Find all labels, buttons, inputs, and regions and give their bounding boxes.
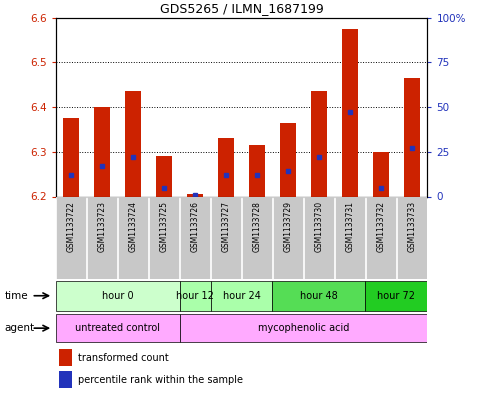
- Bar: [187, 194, 203, 196]
- Text: hour 12: hour 12: [176, 291, 214, 301]
- Bar: [366, 196, 396, 279]
- Text: GSM1133724: GSM1133724: [128, 200, 138, 252]
- Text: time: time: [5, 291, 28, 301]
- Bar: [94, 107, 110, 196]
- Bar: [180, 281, 211, 311]
- Bar: [211, 281, 272, 311]
- Text: hour 48: hour 48: [300, 291, 338, 301]
- Bar: [149, 196, 179, 279]
- Text: GSM1133729: GSM1133729: [284, 200, 293, 252]
- Text: hour 0: hour 0: [102, 291, 133, 301]
- Title: GDS5265 / ILMN_1687199: GDS5265 / ILMN_1687199: [159, 2, 324, 15]
- Bar: [273, 196, 303, 279]
- Bar: [249, 145, 265, 196]
- Bar: [87, 196, 117, 279]
- Bar: [342, 29, 358, 196]
- Bar: [125, 92, 141, 196]
- Text: GSM1133723: GSM1133723: [98, 200, 107, 252]
- Bar: [56, 196, 86, 279]
- Bar: [59, 349, 72, 366]
- Bar: [242, 196, 272, 279]
- Text: transformed count: transformed count: [78, 353, 169, 363]
- Text: GSM1133731: GSM1133731: [345, 200, 355, 252]
- Bar: [397, 196, 427, 279]
- Text: GSM1133728: GSM1133728: [253, 200, 261, 252]
- Bar: [335, 196, 365, 279]
- Bar: [373, 152, 389, 196]
- Text: mycophenolic acid: mycophenolic acid: [258, 323, 349, 333]
- Text: GSM1133725: GSM1133725: [159, 200, 169, 252]
- Bar: [272, 281, 366, 311]
- Text: agent: agent: [5, 323, 35, 333]
- Bar: [280, 123, 296, 196]
- Bar: [366, 281, 427, 311]
- Text: GSM1133727: GSM1133727: [222, 200, 230, 252]
- Bar: [404, 78, 420, 196]
- Text: hour 72: hour 72: [377, 291, 415, 301]
- Bar: [211, 196, 241, 279]
- Bar: [118, 196, 148, 279]
- Bar: [59, 371, 72, 388]
- Text: GSM1133733: GSM1133733: [408, 200, 416, 252]
- Bar: [56, 314, 180, 342]
- Text: untreated control: untreated control: [75, 323, 160, 333]
- Text: hour 24: hour 24: [223, 291, 260, 301]
- Bar: [304, 196, 334, 279]
- Bar: [180, 314, 427, 342]
- Bar: [180, 196, 210, 279]
- Text: GSM1133722: GSM1133722: [67, 200, 75, 252]
- Text: GSM1133732: GSM1133732: [376, 200, 385, 252]
- Text: GSM1133726: GSM1133726: [190, 200, 199, 252]
- Bar: [63, 118, 79, 196]
- Text: percentile rank within the sample: percentile rank within the sample: [78, 375, 243, 385]
- Bar: [156, 156, 172, 196]
- Bar: [56, 281, 180, 311]
- Bar: [311, 92, 327, 196]
- Bar: [218, 138, 234, 196]
- Text: GSM1133730: GSM1133730: [314, 200, 324, 252]
